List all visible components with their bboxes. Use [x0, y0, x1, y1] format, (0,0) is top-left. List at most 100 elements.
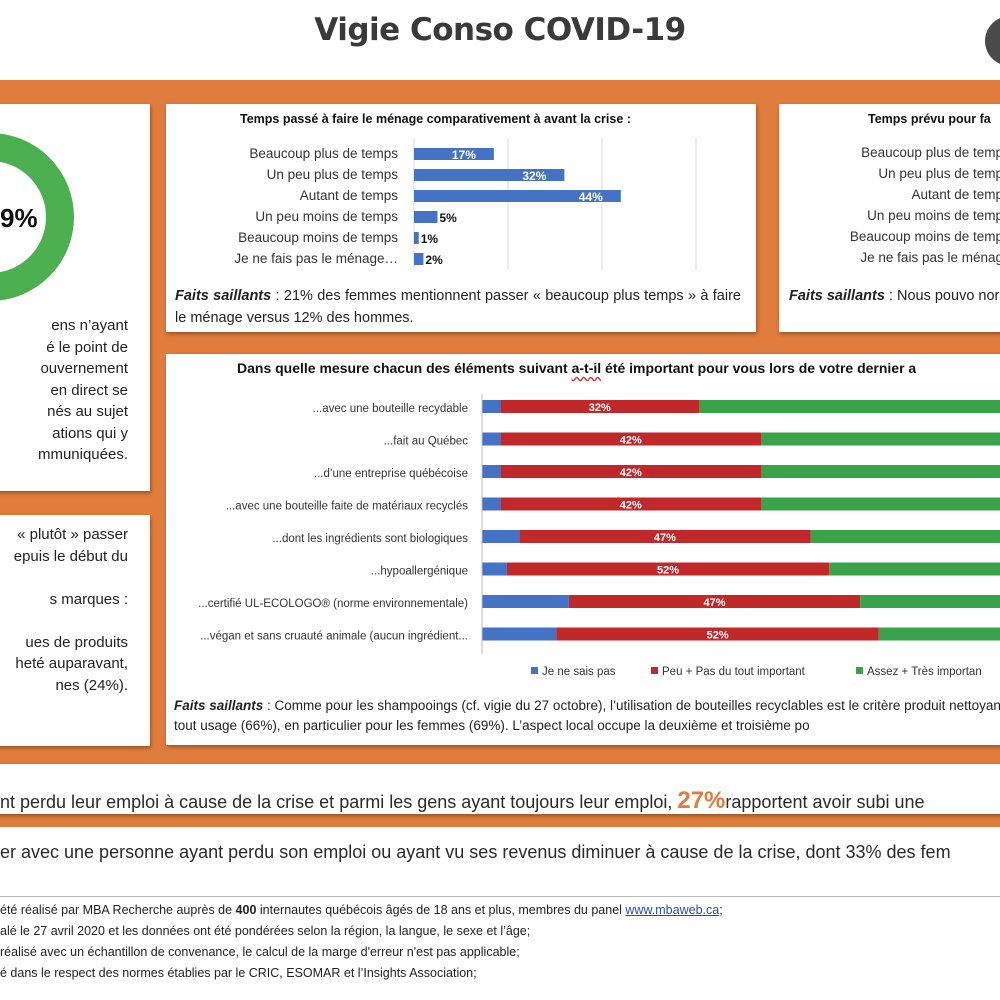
card-bottom-band [0, 764, 1000, 814]
donut-chart: 9% [0, 133, 74, 301]
chart3-legend-label: Peu + Pas du tout important [662, 666, 806, 678]
chart3-faits-saillants: Faits saillants : Comme pour les shampoo… [174, 696, 1000, 736]
chart3-bar-segment [506, 562, 830, 576]
chart3-bar-segment [500, 400, 699, 413]
mbaweb-link[interactable]: www.mbaweb.ca [625, 903, 720, 917]
left-top-text-line: ouvernement [40, 360, 128, 377]
chart3-bar-segment [761, 432, 1000, 446]
left-top-text-line: en direct se [50, 381, 128, 399]
chart2-faits-text: : Nous pouvo normale une fois le confine… [888, 288, 1000, 304]
footer-line-1: été réalisé par MBA Recherche auprès de … [0, 900, 1000, 921]
chart3-bar-segment [519, 530, 811, 543]
left-bottom-text-line: « plutôt » passer [17, 526, 128, 543]
chart3-bar-segment [482, 497, 501, 511]
chart1-bar [414, 232, 419, 244]
chart3-bar-segment [761, 497, 1000, 511]
chart3-legend-label: Je ne sais pas [542, 666, 616, 678]
chart1-category-label: Beaucoup plus de temps [249, 146, 398, 161]
chart1-category-label: Beaucoup moins de temps [238, 230, 398, 245]
chart3-category-label: ...hypoallergénique [371, 566, 468, 578]
chart1-bar [414, 148, 494, 160]
card-left-bottom: « plutôt » passer epuis le début du s mar… [0, 515, 150, 746]
chart1-bar [414, 253, 424, 265]
chart3-bar-segment [699, 400, 1000, 413]
chart3-data-label: 42% [620, 467, 642, 479]
left-top-text-line: ens n’ayant [51, 317, 128, 334]
left-bottom-text-line: ues de produits [25, 633, 128, 651]
donut-segment-main [0, 133, 74, 301]
chart1-category-label: Un peu plus de temps [267, 167, 399, 182]
bottom-line1-before: nt perdu leur emploi à cause de la crise… [0, 792, 678, 812]
left-bottom-text-line [0, 610, 128, 632]
chart1-data-label: 5% [440, 211, 458, 225]
chart3-category-label: ...dont les ingrédients sont biologiques [272, 533, 468, 545]
chart3-data-label: 42% [620, 500, 642, 512]
chart1-bar [414, 169, 565, 181]
chart1-bar [414, 190, 621, 202]
chart3-bar-segment [482, 562, 507, 576]
bottom-line-1: nt perdu leur emploi à cause de la crise… [0, 787, 1000, 815]
chart3-bar-segment [860, 595, 1000, 608]
chart1-data-label: 2% [425, 253, 443, 267]
chart1-category-label: Un peu moins de temps [255, 209, 398, 224]
chart3-bar-segment [500, 432, 761, 446]
chart2-title: Temps prévu pour fa [868, 112, 991, 126]
card-temps-prevu-chart: Temps prévu pour fa Beaucoup plus de tem… [779, 104, 1000, 332]
chart3-data-label: 47% [654, 532, 676, 544]
card-left-top: 9% ens n’ayant é le point de ouvernement en… [0, 104, 150, 491]
chart3-data-label: 47% [703, 597, 725, 609]
footer-notes: été réalisé par MBA Recherche auprès de … [0, 900, 1000, 984]
chart1-faits-text: : 21% des femmes mentionnent passer « be… [175, 288, 741, 326]
chart3-category-label: ...certifié UL-ECOLOGO® (norme environne… [198, 598, 468, 610]
chart3-category-label: ...fait au Québec [384, 436, 469, 448]
bottom-line1-after: rapportent avoir subi une [725, 792, 925, 812]
footer-divider [0, 896, 1000, 897]
chart3-legend-swatch [651, 667, 658, 674]
chart3-data-label: 32% [589, 402, 611, 414]
chart3-data-label: 52% [657, 565, 679, 577]
chart2-category-label: Beaucoup moins de temp [850, 229, 1000, 244]
chart3-legend-swatch [531, 667, 538, 674]
chart3-title-after: été important pour vous lors de votre de… [601, 360, 917, 376]
chart3-faits-text: : Comme pour les shampooings (cf. vigie … [174, 698, 1000, 733]
chart3-bar-segment [482, 627, 557, 641]
chart3-bar-segment [761, 465, 1000, 478]
chart2-category-label: Beaucoup plus de temp [861, 145, 1000, 160]
chart3-title: Dans quelle mesure chacun des éléments s… [237, 360, 916, 376]
chart3-bar-segment [482, 400, 501, 413]
left-bottom-text-line [0, 567, 128, 589]
chart3-bar-segment [878, 627, 1000, 641]
chart3-bar-segment [810, 530, 1000, 543]
chart2-faits-label: Faits saillants [789, 288, 885, 304]
footer-line1-bold: 400 [235, 903, 257, 917]
left-bottom-text: « plutôt » passer epuis le début du s mar… [0, 524, 140, 696]
chart1-data-label: 17% [452, 148, 476, 162]
chart3-faits-label: Faits saillants [174, 698, 264, 713]
left-top-text-line: nés au sujet [47, 403, 128, 420]
chart3-bar-segment [482, 595, 569, 608]
donut-label: 9% [0, 203, 38, 233]
chart1-category-label: Je ne fais pas le ménage… [234, 251, 398, 266]
card-importance-chart: Dans quelle mesure chacun des éléments s… [166, 354, 1000, 745]
left-top-text-line: mmuniquées. [37, 446, 128, 463]
footer-line1-after: internautes québécois âgés de 18 ans et … [256, 903, 626, 917]
chart3-bar-segment [500, 497, 761, 511]
chart1-faits-label: Faits saillants [175, 288, 272, 304]
chart3-bar-segment [482, 530, 520, 543]
chart3-title-underlined: a-t-il [571, 360, 602, 376]
card-menage-chart: Temps passé à faire le ménage comparativ… [166, 104, 756, 332]
logo-icon [985, 16, 1000, 66]
chart3-bar-segment [568, 595, 861, 608]
chart1-bar [414, 211, 438, 223]
chart3-legend-swatch [856, 667, 863, 674]
left-bottom-text-line: heté auparavant, [15, 655, 128, 672]
chart3-category-label: ...avec une bouteille faite de matériaux… [226, 501, 469, 513]
chart3-data-label: 42% [620, 435, 642, 447]
left-bottom-text-line: nes (24%). [55, 676, 128, 694]
chart1-data-label: 44% [579, 190, 603, 204]
chart3-bar-segment [556, 627, 879, 641]
chart2-category-label: Je ne fais pas le ménag [860, 250, 1000, 265]
chart1-data-label: 1% [421, 232, 439, 246]
footer-line-3: réalisé avec un échantillon de convenanc… [0, 945, 520, 959]
chart3-bar-segment [482, 465, 501, 478]
